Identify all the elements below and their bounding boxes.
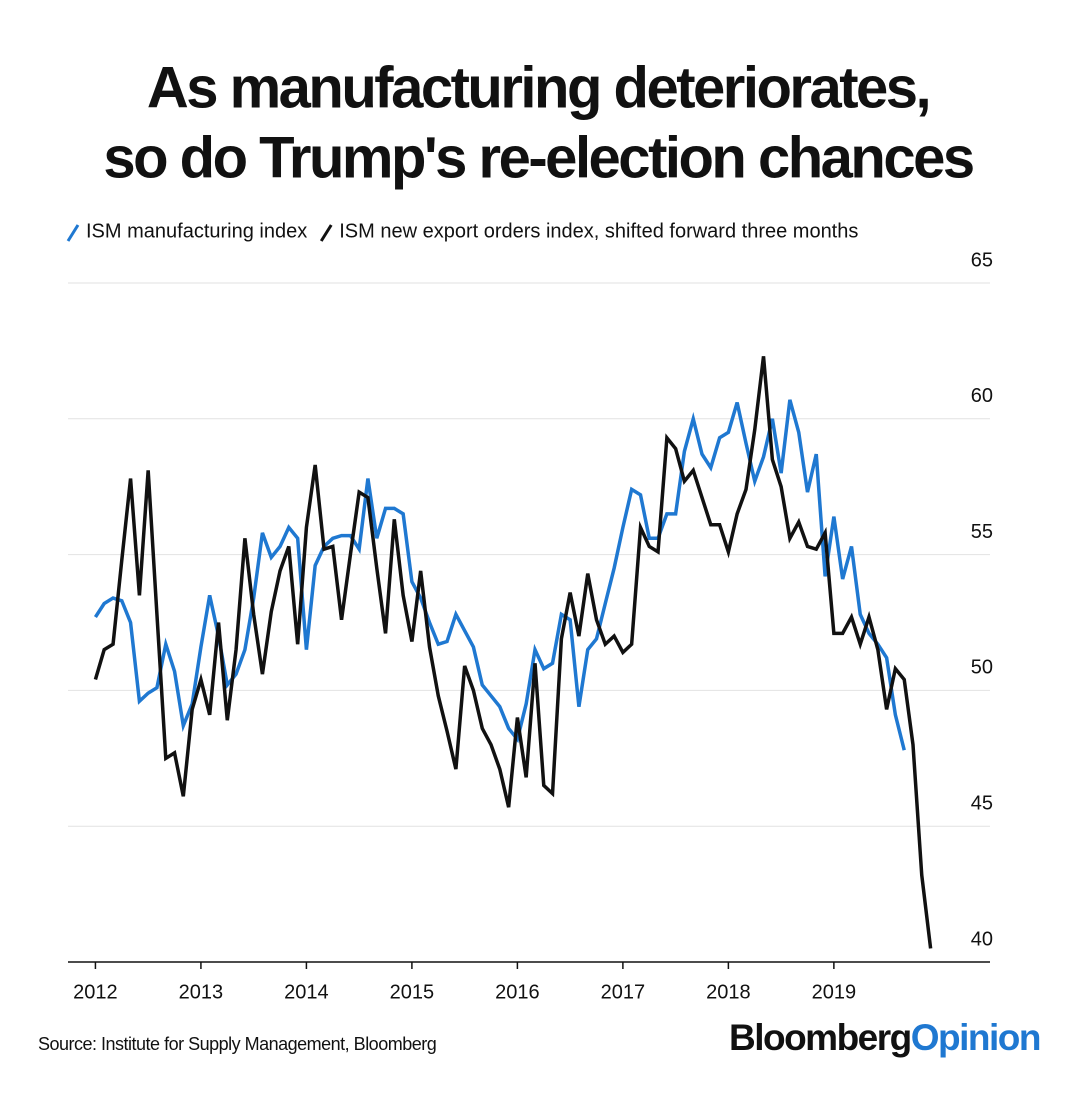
brand: Bloomberg: [729, 1017, 911, 1058]
x-tick-label: 2015: [390, 981, 435, 1003]
series-line: [93, 356, 933, 949]
y-tick-label: 55: [971, 521, 993, 543]
brand-suffix: Opinion: [911, 1017, 1040, 1058]
series-line: [93, 399, 906, 751]
legend-swatch: [66, 224, 80, 242]
x-tick-label: 2012: [73, 981, 118, 1003]
x-tick-label: 2019: [812, 981, 857, 1003]
x-tick-label: 2016: [495, 981, 540, 1003]
legend-label: ISM manufacturing index: [86, 220, 307, 242]
x-tick-label: 2017: [601, 981, 646, 1003]
y-tick-label: 65: [971, 249, 993, 271]
y-tick-label: 45: [971, 792, 993, 814]
x-tick-label: 2018: [706, 981, 751, 1003]
chart-title: so do Trump's re-election chances: [103, 125, 972, 190]
y-tick-label: 40: [971, 928, 993, 950]
y-tick-label: 50: [971, 657, 993, 679]
brand-logo: BloombergOpinion: [729, 1017, 1040, 1058]
x-tick-label: 2014: [284, 981, 329, 1003]
source: Source: Institute for Supply Management,…: [38, 1034, 436, 1054]
legend-label: ISM new export orders index, shifted for…: [339, 220, 858, 242]
y-tick-label: 60: [971, 385, 993, 407]
legend-swatch: [319, 224, 333, 242]
x-tick-label: 2013: [179, 981, 224, 1003]
chart-title: As manufacturing deteriorates,: [147, 55, 929, 120]
